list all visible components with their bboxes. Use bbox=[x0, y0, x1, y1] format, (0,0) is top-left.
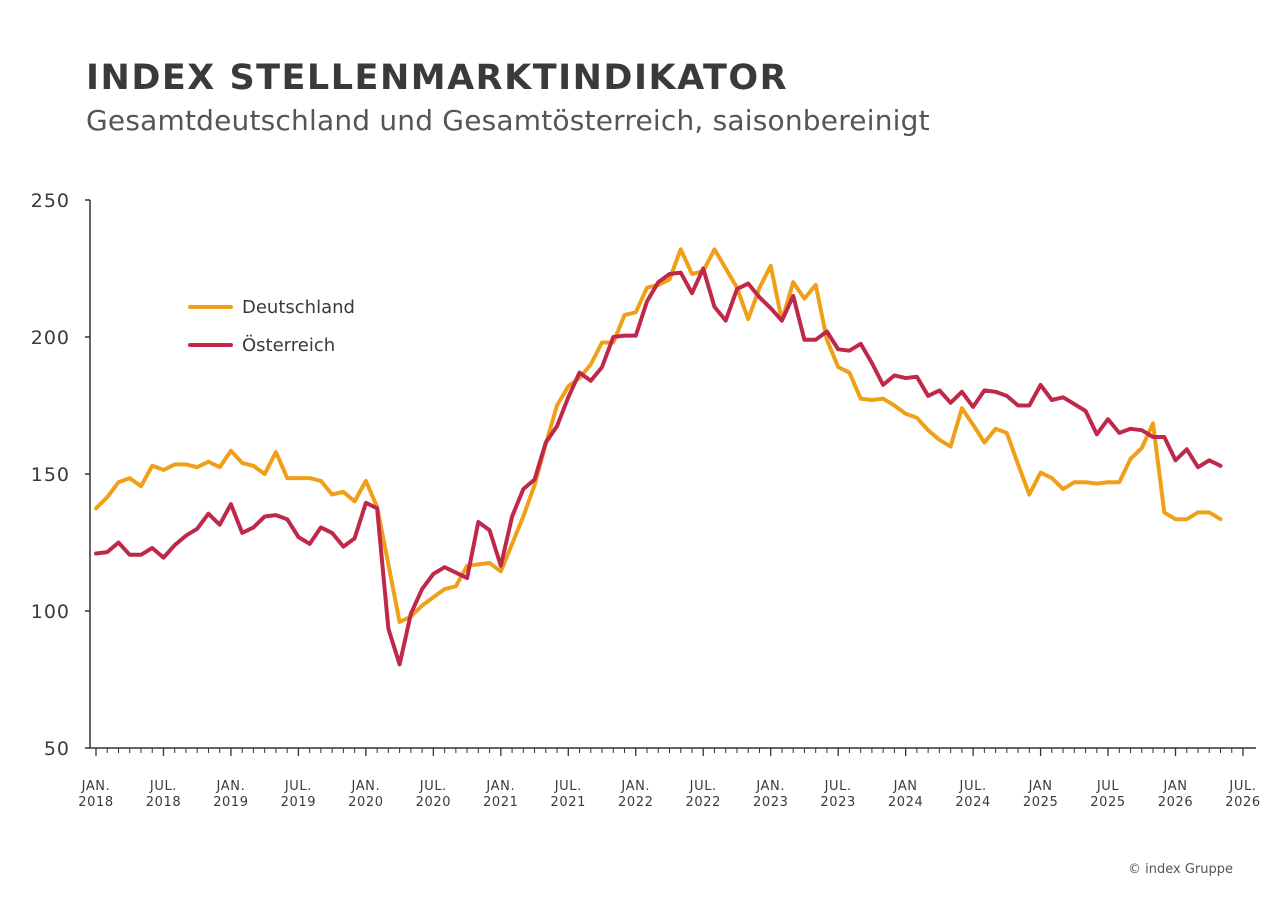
x-tick-label-month: JUL. bbox=[554, 779, 582, 794]
x-tick-label-month: JAN. bbox=[216, 779, 246, 794]
x-tick-label-year: 2020 bbox=[416, 795, 451, 810]
x-tick-label-month: JUL. bbox=[284, 779, 312, 794]
x-tick-label-year: 2022 bbox=[618, 795, 653, 810]
x-tick-label-month: JUL. bbox=[959, 779, 987, 794]
x-tick-label-month: JAN. bbox=[81, 779, 111, 794]
x-tick-label-year: 2026 bbox=[1225, 795, 1260, 810]
y-tick-label: 100 bbox=[31, 601, 70, 623]
x-tick-label-month: JUL. bbox=[419, 779, 447, 794]
legend-label-oesterreich: Österreich bbox=[242, 334, 335, 356]
x-tick-label-month: JAN. bbox=[485, 779, 515, 794]
x-tick-label-month: JAN. bbox=[620, 779, 650, 794]
x-tick-label-month: JUL. bbox=[149, 779, 177, 794]
x-tick-label-year: 2023 bbox=[753, 795, 788, 810]
x-tick-label-month: JUL. bbox=[689, 779, 717, 794]
x-tick-label-year: 2020 bbox=[348, 795, 383, 810]
x-tick-label-month: JAN. bbox=[755, 779, 785, 794]
x-tick-label-year: 2025 bbox=[1090, 795, 1125, 810]
x-tick-label-year: 2024 bbox=[955, 795, 990, 810]
x-tick-label-month: JAN bbox=[1163, 779, 1188, 794]
x-tick-label-year: 2018 bbox=[78, 795, 113, 810]
x-tick-label-year: 2019 bbox=[213, 795, 248, 810]
copyright-credit: © index Gruppe bbox=[1128, 862, 1233, 877]
x-tick-label-month: JAN. bbox=[350, 779, 380, 794]
x-tick-label-year: 2025 bbox=[1023, 795, 1058, 810]
x-tick-label-month: JUL. bbox=[824, 779, 852, 794]
chart-title: INDEX STELLENMARKTINDIKATOR bbox=[86, 58, 789, 98]
x-tick-label-year: 2023 bbox=[820, 795, 855, 810]
y-tick-label: 250 bbox=[31, 190, 70, 212]
x-tick-label-year: 2024 bbox=[888, 795, 923, 810]
x-tick-label-year: 2022 bbox=[685, 795, 720, 810]
x-tick-label-month: JUL bbox=[1096, 779, 1120, 794]
x-tick-label-year: 2018 bbox=[146, 795, 181, 810]
y-tick-label: 200 bbox=[31, 327, 70, 349]
x-tick-label-month: JAN bbox=[1028, 779, 1053, 794]
y-tick-label: 150 bbox=[31, 464, 70, 486]
x-tick-label-year: 2021 bbox=[551, 795, 586, 810]
x-tick-label-year: 2019 bbox=[281, 795, 316, 810]
x-tick-label-year: 2021 bbox=[483, 795, 518, 810]
x-tick-label-month: JUL. bbox=[1228, 779, 1256, 794]
y-tick-label: 50 bbox=[44, 738, 70, 760]
series-line-oesterreich bbox=[94, 266, 1223, 667]
x-tick-label-month: JAN bbox=[893, 779, 918, 794]
x-tick-label-year: 2026 bbox=[1158, 795, 1193, 810]
legend-label-deutschland: Deutschland bbox=[242, 297, 355, 318]
chart-subtitle: Gesamtdeutschland und Gesamtösterreich, … bbox=[86, 104, 930, 137]
